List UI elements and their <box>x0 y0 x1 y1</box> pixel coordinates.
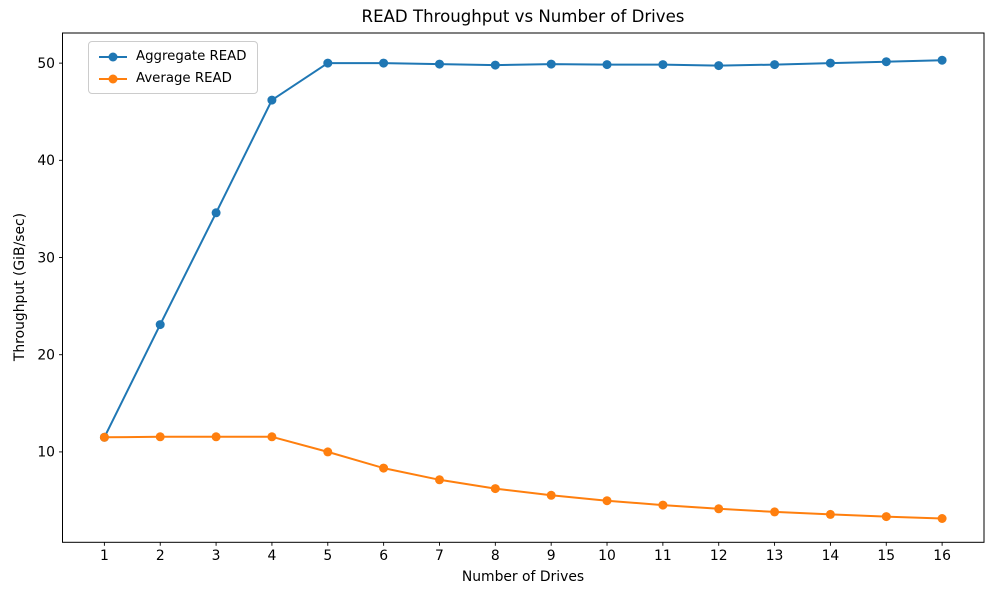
data-point-aggregate-read <box>714 61 724 71</box>
data-point-average-read <box>714 504 724 514</box>
x-tick-label: 13 <box>766 548 784 564</box>
x-tick-label: 4 <box>268 548 277 564</box>
data-point-aggregate-read <box>770 60 780 70</box>
data-point-average-read <box>658 500 668 510</box>
data-point-average-read <box>546 490 556 500</box>
data-point-average-read <box>881 512 891 522</box>
data-point-aggregate-read <box>267 95 277 105</box>
data-point-average-read <box>99 432 109 442</box>
legend-swatch-icon <box>99 52 127 62</box>
x-tick-label: 2 <box>156 548 165 564</box>
plot-frame <box>62 32 985 543</box>
x-tick-label: 14 <box>822 548 840 564</box>
series-line-aggregate-read <box>103 59 943 438</box>
x-tick-label: 7 <box>435 548 444 564</box>
data-point-average-read <box>490 484 500 494</box>
data-point-aggregate-read <box>435 59 444 69</box>
data-point-aggregate-read <box>937 55 947 65</box>
y-tick-label: 30 <box>37 250 55 266</box>
data-point-average-read <box>379 463 389 473</box>
data-point-average-read <box>602 496 612 506</box>
data-point-aggregate-read <box>211 208 221 218</box>
data-point-average-read <box>155 432 165 442</box>
y-tick-label: 50 <box>37 56 55 72</box>
data-point-aggregate-read <box>490 60 500 70</box>
legend-entry-aggregate-read: Aggregate READ <box>99 49 247 64</box>
x-tick-label: 12 <box>710 548 728 564</box>
data-point-average-read <box>770 507 780 517</box>
data-point-average-read <box>435 475 444 485</box>
x-tick-label: 5 <box>323 548 332 564</box>
chart-title: READ Throughput vs Number of Drives <box>361 7 685 26</box>
data-point-aggregate-read <box>323 58 333 68</box>
y-tick-label: 20 <box>37 348 55 364</box>
y-tick-label: 10 <box>37 445 55 461</box>
data-point-aggregate-read <box>379 58 389 68</box>
data-point-aggregate-read <box>602 60 612 70</box>
legend-label: Aggregate READ <box>136 49 247 64</box>
data-point-average-read <box>267 432 277 442</box>
x-tick-label: 16 <box>933 548 951 564</box>
data-point-aggregate-read <box>881 57 891 67</box>
series-line-average-read <box>104 435 943 520</box>
data-point-average-read <box>323 447 333 457</box>
data-point-aggregate-read <box>155 320 165 330</box>
x-axis-label: Number of Drives <box>461 569 585 585</box>
y-tick-label: 40 <box>37 153 55 169</box>
x-tick-label: 1 <box>100 548 109 564</box>
data-point-average-read <box>937 514 947 523</box>
data-point-average-read <box>825 509 835 519</box>
data-point-aggregate-read <box>546 59 556 69</box>
legend-entry-average-read: Average READ <box>99 71 247 86</box>
y-axis-label: Throughput (GiB/sec) <box>12 212 28 362</box>
legend-label: Average READ <box>136 71 232 86</box>
data-point-aggregate-read <box>658 60 668 70</box>
x-tick-label: 11 <box>654 548 672 564</box>
x-tick-label: 10 <box>598 548 616 564</box>
x-tick-label: 8 <box>491 548 500 564</box>
x-tick-label: 15 <box>877 548 895 564</box>
data-point-aggregate-read <box>825 58 835 68</box>
legend-swatch-icon <box>99 74 127 84</box>
x-tick-label: 9 <box>547 548 556 564</box>
x-tick-label: 6 <box>379 548 388 564</box>
data-point-average-read <box>211 432 221 442</box>
x-tick-label: 3 <box>212 548 221 564</box>
legend: Aggregate READ Average READ <box>88 41 258 94</box>
